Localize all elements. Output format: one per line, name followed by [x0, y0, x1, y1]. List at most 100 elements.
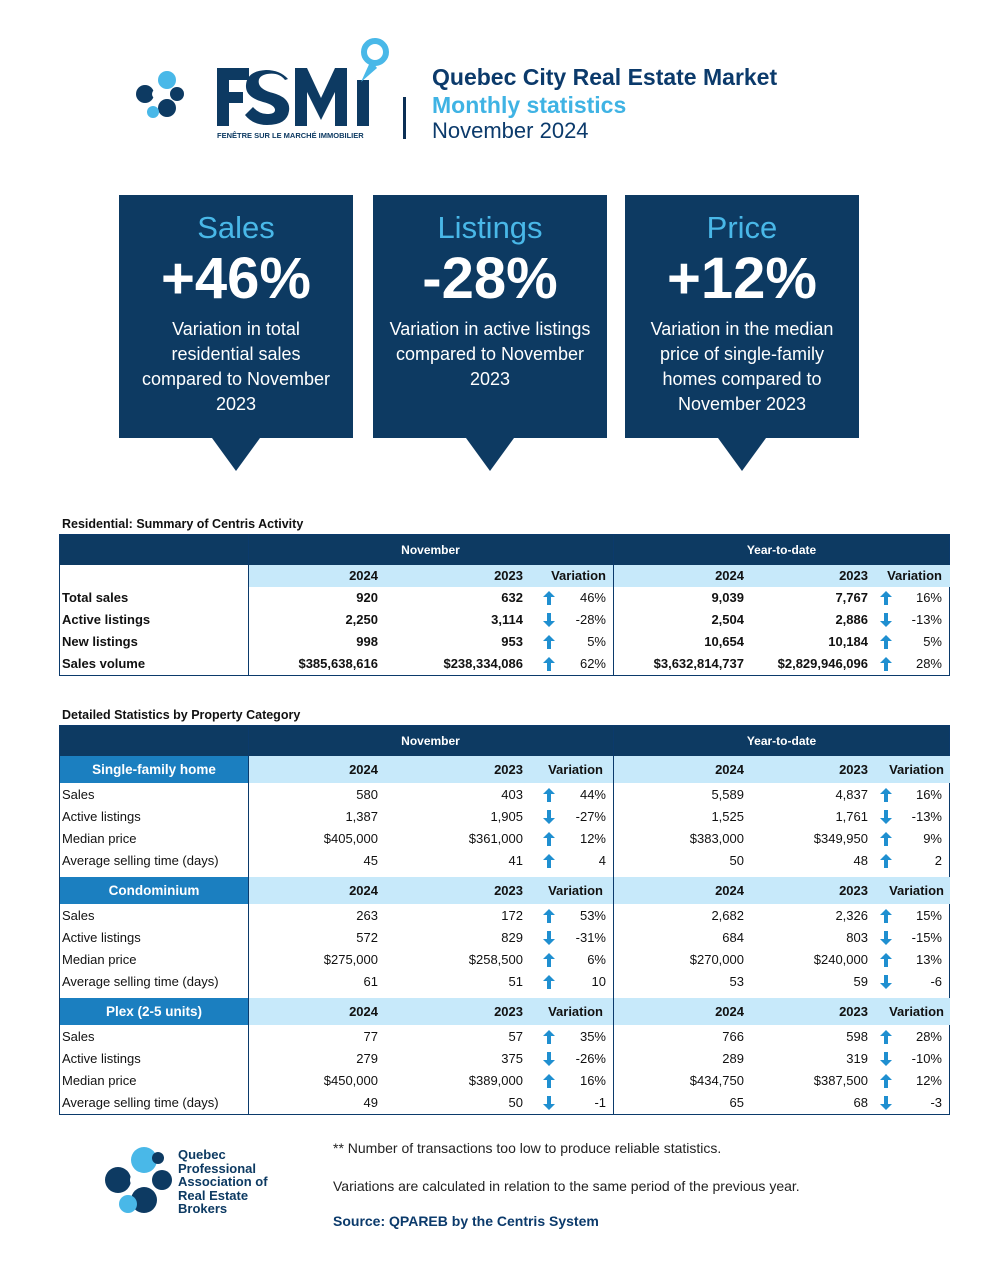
cell-yvar: 16% [915, 787, 942, 802]
cell-y23: 4,837 [835, 787, 868, 802]
arrow-down-icon [543, 931, 555, 945]
cell-m24: $385,638,616 [298, 656, 378, 671]
category-label: Condominium [60, 877, 248, 904]
cell-m24: 572 [356, 930, 378, 945]
arrow-up-icon [880, 635, 892, 649]
cell-mvar: 46% [579, 590, 606, 605]
kpi-label: Sales [197, 210, 275, 245]
year-band [248, 756, 950, 783]
row-label: Median price [62, 952, 137, 967]
page-title: Quebec City Real Estate Market [432, 64, 778, 90]
detailed-body: Single-family home 2024 2023 Variation 2024 2… [60, 756, 950, 1114]
cell-yvar: 9% [923, 831, 942, 846]
fsmi-tagline: FENÊTRE SUR LE MARCHÉ IMMOBILIER [217, 131, 364, 140]
row-label: Active listings [62, 930, 141, 945]
cell-y24: 9,039 [711, 590, 744, 605]
header-divider [403, 97, 406, 139]
cell-yvar: 5% [923, 634, 942, 649]
row-label: Sales [62, 908, 95, 923]
table-row: Active listings 2,250 3,114 -28% 2,504 2,886 -… [60, 609, 949, 631]
cell-mvar: -31% [575, 930, 606, 945]
cell-m24: $275,000 [323, 952, 378, 967]
cell-yvar: 2 [934, 853, 942, 868]
kpi-value: -28% [422, 246, 558, 311]
col-header-2023: 2023 [494, 568, 523, 583]
kpi-card-pointer [212, 438, 260, 471]
cell-y23: 598 [846, 1029, 868, 1044]
cell-mvar: 12% [579, 831, 606, 846]
cell-m23: 632 [501, 590, 523, 605]
row-label: Median price [62, 1073, 137, 1088]
row-label: Sales [62, 787, 95, 802]
cell-y24: 50 [729, 853, 744, 868]
divider [613, 726, 614, 1114]
detailed-title: Detailed Statistics by Property Category [62, 708, 301, 722]
cell-mvar: 16% [579, 1073, 606, 1088]
cell-y24: $434,750 [689, 1073, 744, 1088]
cell-m23: $238,334,086 [443, 656, 523, 671]
kpi-card-sales: Sales +46% Variation in total residentia… [119, 195, 353, 438]
cell-m23: 57 [508, 1029, 523, 1044]
category-label: Single-family home [60, 756, 248, 783]
arrow-down-icon [880, 1052, 892, 1066]
group-header-month: November [401, 734, 460, 748]
cell-yvar: 15% [915, 908, 942, 923]
cell-mvar: 5% [587, 634, 606, 649]
cell-m23: 403 [501, 787, 523, 802]
cell-y23: 803 [846, 930, 868, 945]
cell-mvar: -26% [575, 1051, 606, 1066]
col-header-2024: 2024 [715, 883, 744, 898]
col-header-2024: 2024 [715, 1004, 744, 1019]
row-label: Active listings [62, 1051, 141, 1066]
summary-table: November Year-to-date 2024 2023 Variatio… [59, 534, 950, 676]
cell-m24: 77 [363, 1029, 378, 1044]
source-note: Source: QPAREB by the Centris System [333, 1213, 599, 1229]
cell-m23: $389,000 [468, 1073, 523, 1088]
detailed-table: November Year-to-date Single-family home… [59, 725, 950, 1115]
row-label: Sales [62, 1029, 95, 1044]
col-header-variation: Variation [889, 1004, 944, 1019]
cell-y24: 1,525 [711, 809, 744, 824]
col-header-2023: 2023 [839, 1004, 868, 1019]
col-header-2023: 2023 [839, 568, 868, 583]
arrow-up-icon [543, 909, 555, 923]
col-header-variation: Variation [551, 568, 606, 583]
table-row: Average selling time (days) 61 51 10 53 59 -6 [60, 971, 949, 993]
col-header-2023: 2023 [839, 762, 868, 777]
page-subtitle: Monthly statistics [432, 92, 627, 118]
arrow-up-icon [543, 1030, 555, 1044]
arrow-up-icon [880, 1030, 892, 1044]
cell-y23: 2,326 [835, 908, 868, 923]
cell-y23: $240,000 [813, 952, 868, 967]
col-header-2024: 2024 [349, 762, 378, 777]
table-row: Average selling time (days) 45 41 4 50 48 2 [60, 850, 949, 872]
category-header-row: Single-family home 2024 2023 Variation 2024 2… [60, 756, 950, 783]
cell-mvar: 53% [579, 908, 606, 923]
arrow-up-icon [543, 657, 555, 671]
col-header-2023: 2023 [494, 883, 523, 898]
cell-yvar: 16% [915, 590, 942, 605]
category-header-row: Condominium 2024 2023 Variation 2024 2023 Vari… [60, 877, 950, 904]
row-label: Active listings [62, 612, 151, 627]
category-label: Plex (2-5 units) [60, 998, 248, 1025]
cell-y23: $387,500 [813, 1073, 868, 1088]
table-row: Active listings 572 829 -31% 684 803 -15% [60, 927, 949, 949]
arrow-up-icon [543, 1074, 555, 1088]
year-band [248, 998, 950, 1025]
col-header-variation: Variation [889, 762, 944, 777]
cell-m24: 920 [356, 590, 378, 605]
cell-y23: 48 [853, 853, 868, 868]
group-header-month: November [401, 543, 460, 557]
year-band [248, 877, 950, 904]
cell-m23: 41 [508, 853, 523, 868]
cell-m23: 829 [501, 930, 523, 945]
row-label: Median price [62, 831, 137, 846]
category-header-row: Plex (2-5 units) 2024 2023 Variation 2024 202… [60, 998, 950, 1025]
detailed-header-band: November Year-to-date [60, 726, 949, 756]
cell-m24: 2,250 [345, 612, 378, 627]
cell-yvar: -13% [911, 612, 942, 627]
col-header-variation: Variation [889, 883, 944, 898]
arrow-up-icon [880, 953, 892, 967]
group-header-ytd: Year-to-date [746, 734, 817, 748]
col-header-2024: 2024 [349, 1004, 378, 1019]
